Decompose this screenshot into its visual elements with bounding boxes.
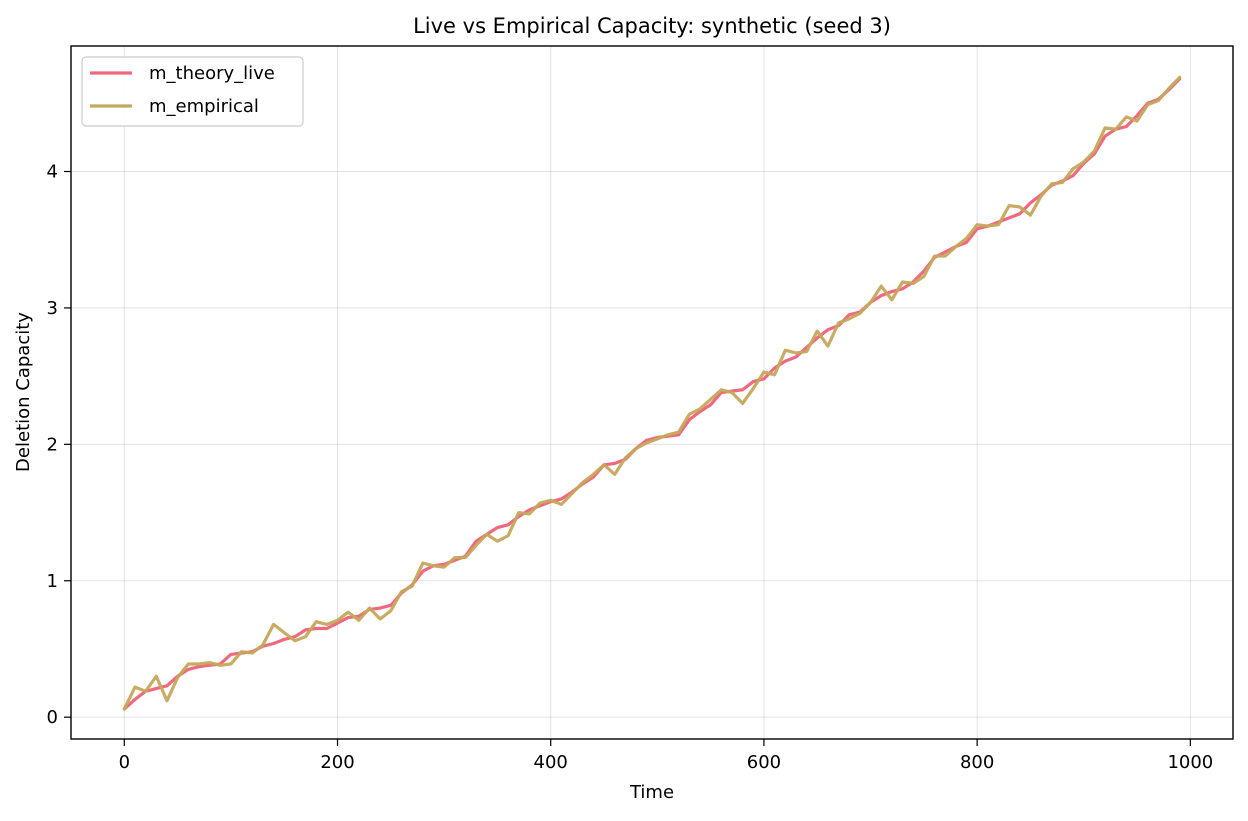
legend: m_theory_live m_empirical <box>81 56 304 127</box>
tick-layer: 0 200 400 600 800 1000 0 1 2 3 4 <box>47 162 1214 773</box>
data-layer <box>122 75 1182 711</box>
legend-frame <box>81 56 304 127</box>
series-line-m-theory-live <box>122 77 1182 711</box>
x-tick-label: 800 <box>960 752 994 773</box>
y-tick-label: 4 <box>47 162 58 183</box>
plot-frame <box>70 45 1234 740</box>
y-tick-label: 0 <box>47 707 58 728</box>
y-tick-label: 2 <box>47 434 58 455</box>
x-axis-label: Time <box>629 782 674 803</box>
y-tick-label: 1 <box>47 571 58 592</box>
series-line-m-empirical <box>122 75 1182 711</box>
y-tick-label: 3 <box>47 298 58 319</box>
legend-label-m-empirical: m_empirical <box>149 96 259 117</box>
x-tick-label: 400 <box>534 752 568 773</box>
x-tick-label: 0 <box>119 752 130 773</box>
legend-label-m-theory-live: m_theory_live <box>149 63 275 84</box>
y-axis-label: Deletion Capacity <box>13 312 34 472</box>
chart-title: Live vs Empirical Capacity: synthetic (s… <box>413 14 891 38</box>
x-tick-label: 1000 <box>1167 752 1213 773</box>
x-tick-label: 600 <box>747 752 781 773</box>
x-tick-label: 200 <box>320 752 354 773</box>
grid-layer <box>71 46 1233 739</box>
